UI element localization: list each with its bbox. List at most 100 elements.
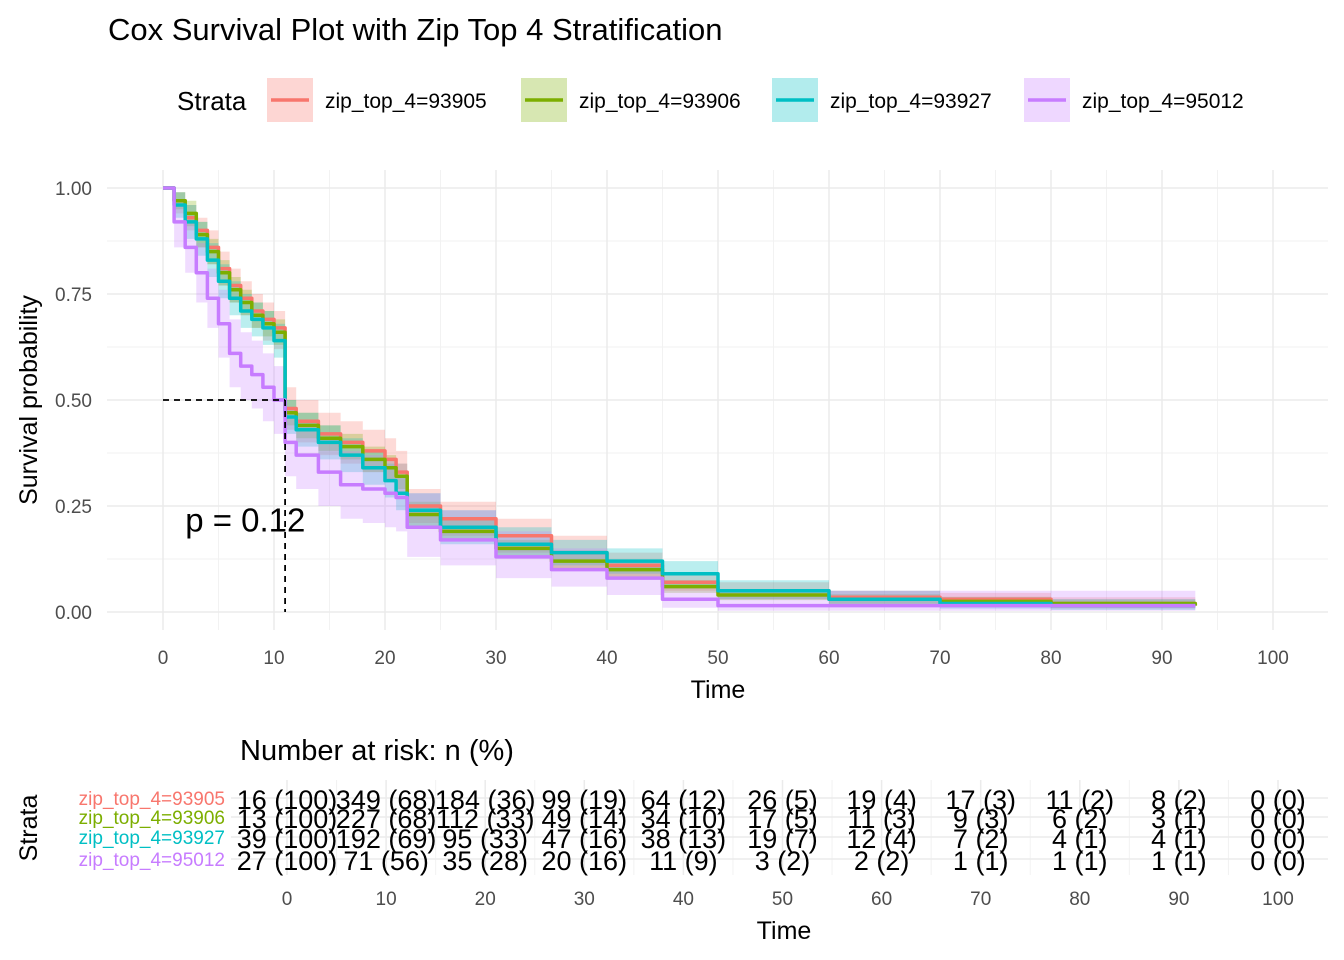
survival-line-zip-top-4-93906 [163, 186, 1198, 606]
risk-cell: 17 (5) [747, 804, 818, 834]
x-tick-label: 60 [818, 648, 839, 669]
x-tick-label: 70 [929, 648, 950, 669]
y-tick-label: 1.00 [55, 179, 92, 200]
risk-cell: 17 (3) [945, 785, 1016, 815]
risk-cell: 4 (1) [1151, 824, 1207, 854]
risk-x-tick-label: 40 [673, 889, 694, 910]
y-axis-title: Survival probability [15, 295, 43, 505]
risk-cell: 1 (1) [1151, 846, 1207, 876]
y-axis-ticks: 0.00 0.25 0.50 0.75 1.00 [55, 179, 92, 624]
confidence-band-zip-top-4-93906 [163, 188, 1196, 610]
risk-cell: 6 (2) [1052, 804, 1108, 834]
chart-title: Cox Survival Plot with Zip Top 4 Stratif… [108, 12, 723, 47]
survival-line-zip-top-4-93927 [163, 186, 1196, 608]
risk-cell: 192 (69) [336, 824, 437, 854]
survival-line-zip-top-4-95012 [163, 186, 1196, 608]
risk-cell: 11 (3) [847, 804, 916, 834]
legend: Strata zip_top_4=93905 zip_top_4=93906 zip… [177, 78, 1244, 122]
x-tick-label: 30 [485, 648, 506, 669]
risk-cell: 11 (9) [649, 846, 718, 876]
risk-cell: 2 (2) [854, 846, 910, 876]
risk-x-tick-label: 0 [282, 889, 293, 910]
risk-row-label-zip-top-4-93905: zip_top_4=93905 [79, 789, 225, 810]
risk-cell: 12 (4) [846, 824, 917, 854]
legend-title: Strata [177, 86, 247, 116]
survival-line-zip-top-4-93905 [163, 186, 1198, 606]
p-value-label: p = 0.12 [185, 501, 305, 538]
risk-table-cells: 16 (100)349 (68)184 (36) 99 (19) 64 (12) 26… [237, 785, 1306, 876]
confidence-band-zip-top-4-93905 [163, 188, 1196, 611]
risk-cell: 71 (56) [343, 846, 429, 876]
survival-curves [163, 186, 1198, 608]
risk-x-tick-label: 90 [1168, 889, 1189, 910]
risk-table-x-title: Time [757, 917, 812, 945]
risk-cell: 3 (1) [1151, 804, 1207, 834]
risk-cell: 227 (68) [336, 804, 437, 834]
risk-x-tick-label: 60 [871, 889, 892, 910]
x-tick-label: 90 [1151, 648, 1172, 669]
risk-row-label-zip-top-4-95012: zip_top_4=95012 [79, 850, 225, 871]
x-axis-title: Time [691, 676, 746, 704]
risk-cell: 38 (13) [641, 824, 727, 854]
risk-x-tick-label: 70 [970, 889, 991, 910]
risk-cell: 0 (0) [1250, 785, 1306, 815]
risk-x-tick-label: 100 [1262, 889, 1294, 910]
x-axis-ticks: 0 10 20 30 40 50 60 70 80 90 100 [158, 648, 1289, 669]
risk-row-label-zip-top-4-93927: zip_top_4=93927 [79, 828, 225, 849]
risk-cell: 16 (100) [237, 785, 338, 815]
risk-cell: 34 (10) [641, 804, 727, 834]
x-tick-label: 20 [374, 648, 395, 669]
risk-cell: 64 (12) [641, 785, 727, 815]
risk-cell: 184 (36) [435, 785, 536, 815]
risk-table-y-title: Strata [15, 795, 43, 862]
legend-entry-zip-top-4-93906: zip_top_4=93906 [521, 78, 741, 122]
risk-cell: 99 (19) [542, 785, 628, 815]
risk-cell: 27 (100) [237, 846, 338, 876]
risk-x-tick-label: 10 [376, 889, 397, 910]
x-tick-label: 100 [1257, 648, 1289, 669]
legend-label: zip_top_4=93906 [579, 90, 741, 113]
risk-x-tick-label: 50 [772, 889, 793, 910]
legend-label: zip_top_4=93927 [830, 90, 992, 113]
risk-cell: 0 (0) [1250, 824, 1306, 854]
risk-cell: 349 (68) [336, 785, 437, 815]
risk-cell: 39 (100) [237, 824, 338, 854]
risk-cell: 112 (33) [436, 804, 535, 834]
risk-cell: 19 (4) [846, 785, 917, 815]
risk-table-title: Number at risk: n (%) [240, 735, 514, 767]
risk-cell: 0 (0) [1250, 846, 1306, 876]
risk-cell: 3 (2) [755, 846, 811, 876]
risk-x-tick-label: 20 [475, 889, 496, 910]
risk-cell: 8 (2) [1151, 785, 1207, 815]
risk-cell: 9 (3) [953, 804, 1009, 834]
risk-cell: 11 (2) [1046, 785, 1115, 815]
legend-entry-zip-top-4-95012: zip_top_4=95012 [1024, 78, 1244, 122]
y-tick-label: 0.50 [55, 391, 92, 412]
x-tick-label: 80 [1040, 648, 1061, 669]
risk-cell: 1 (1) [1052, 846, 1108, 876]
risk-cell: 26 (5) [747, 785, 818, 815]
risk-cell: 95 (33) [442, 824, 528, 854]
legend-entry-zip-top-4-93905: zip_top_4=93905 [267, 78, 487, 122]
legend-entry-zip-top-4-93927: zip_top_4=93927 [772, 78, 992, 122]
legend-label: zip_top_4=93905 [325, 90, 487, 113]
risk-cell: 1 (1) [953, 846, 1009, 876]
risk-table-strata-labels: zip_top_4=93905zip_top_4=93906zip_top_4=… [79, 789, 225, 871]
risk-cell: 0 (0) [1250, 804, 1306, 834]
risk-cell: 19 (7) [747, 824, 818, 854]
y-tick-label: 0.75 [55, 285, 92, 306]
y-tick-label: 0.00 [55, 603, 92, 624]
risk-x-tick-label: 80 [1069, 889, 1090, 910]
risk-cell: 7 (2) [953, 824, 1009, 854]
risk-cell: 49 (14) [542, 804, 628, 834]
median-marker [163, 399, 287, 612]
x-tick-label: 40 [596, 648, 617, 669]
x-tick-label: 50 [707, 648, 728, 669]
risk-cell: 47 (16) [542, 824, 628, 854]
risk-row-label-zip-top-4-93906: zip_top_4=93906 [79, 808, 225, 829]
x-tick-label: 10 [263, 648, 284, 669]
risk-cell: 20 (16) [542, 846, 628, 876]
confidence-band-zip-top-4-93927 [163, 188, 1196, 610]
